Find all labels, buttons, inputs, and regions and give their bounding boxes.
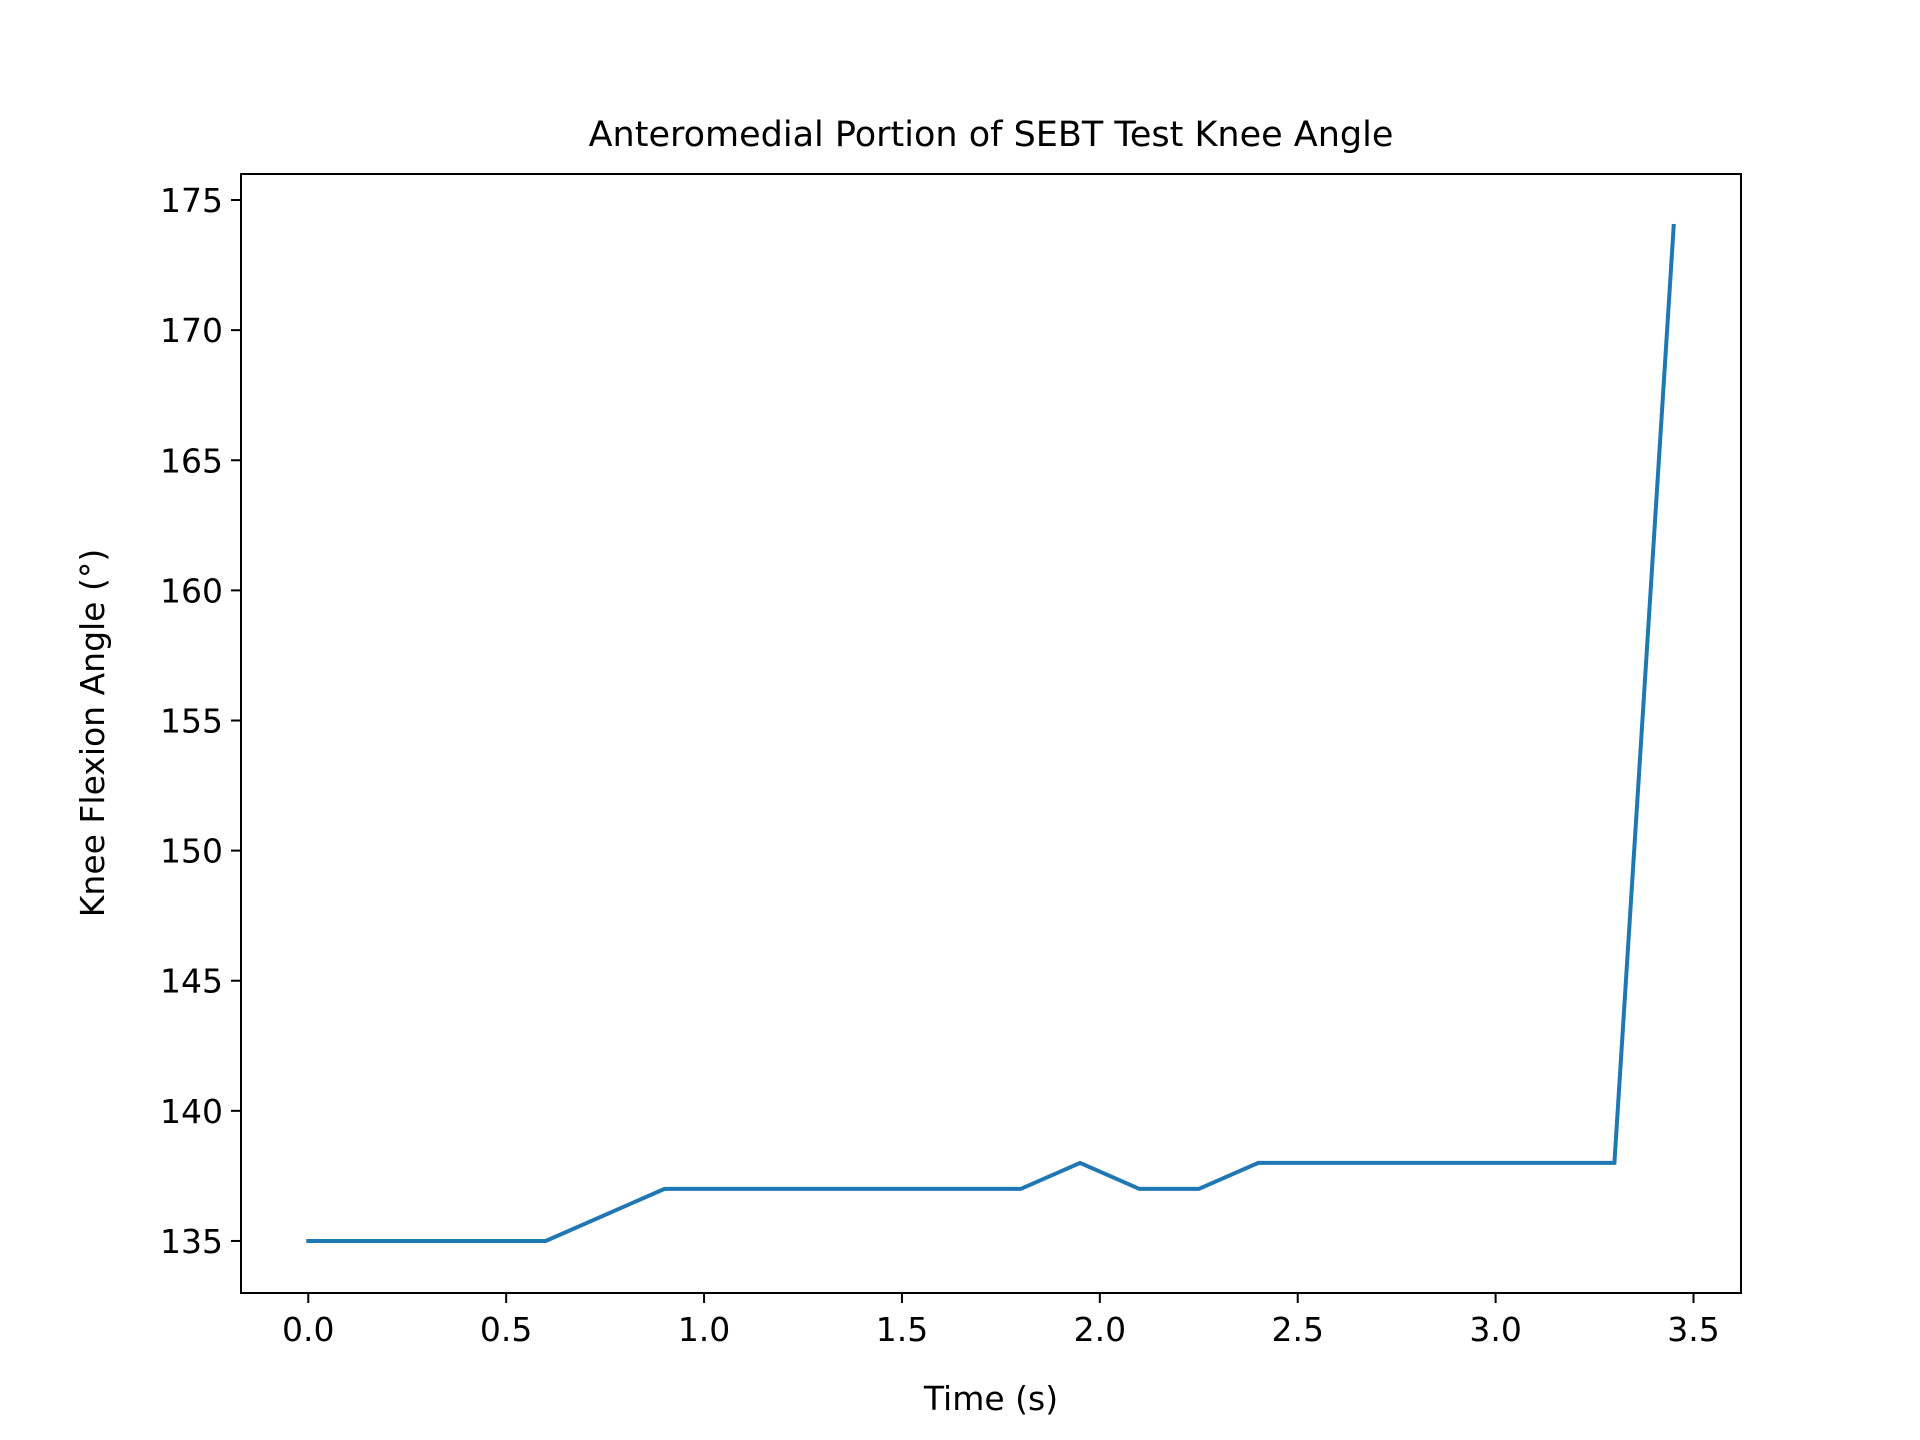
x-tick-label: 1.0 [678,1310,730,1349]
x-tick-label: 1.5 [876,1310,928,1349]
y-tick-label: 160 [160,571,223,610]
y-tick-label: 165 [160,441,223,480]
x-tick-label: 3.5 [1667,1310,1719,1349]
chart-title: Anteromedial Portion of SEBT Test Knee A… [589,115,1394,155]
y-tick-label: 150 [160,832,223,871]
plot-frame [240,173,1742,1294]
x-tick-label: 2.0 [1074,1310,1126,1349]
x-axis-label: Time (s) [923,1379,1058,1418]
x-tick-label: 0.0 [282,1310,334,1349]
y-tick-label: 170 [160,311,223,350]
series-layer [306,223,1676,1243]
y-tick-label: 135 [160,1222,223,1261]
x-tick-label: 0.5 [480,1310,532,1349]
y-tick-label: 145 [160,962,223,1001]
x-tick-label: 3.0 [1469,1310,1521,1349]
y-tick-label: 155 [160,701,223,740]
series-line [306,223,1676,1243]
y-axis-label: Knee Flexion Angle (°) [73,549,112,917]
axes: 0.0 0.5 1.0 1.5 2.0 2.5 3.0 3.5 135 140 145 150 155 1… [160,181,1720,1349]
y-tick-label: 140 [160,1092,223,1131]
x-tick-label: 2.5 [1271,1310,1323,1349]
y-tick-label: 175 [160,181,223,220]
